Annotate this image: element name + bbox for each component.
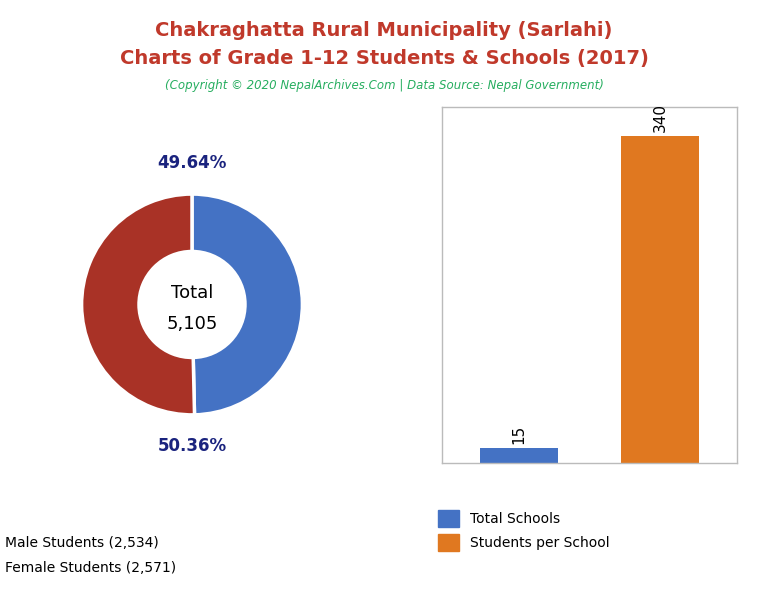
Text: Chakraghatta Rural Municipality (Sarlahi): Chakraghatta Rural Municipality (Sarlahi…	[155, 21, 613, 40]
Text: 340: 340	[652, 103, 667, 133]
Legend: Male Students (2,534), Female Students (2,571): Male Students (2,534), Female Students (…	[0, 530, 180, 580]
Wedge shape	[192, 194, 303, 415]
Text: (Copyright © 2020 NepalArchives.Com | Data Source: Nepal Government): (Copyright © 2020 NepalArchives.Com | Da…	[164, 79, 604, 92]
Text: 49.64%: 49.64%	[157, 154, 227, 172]
Legend: Total Schools, Students per School: Total Schools, Students per School	[434, 506, 614, 555]
Text: Charts of Grade 1-12 Students & Schools (2017): Charts of Grade 1-12 Students & Schools …	[120, 49, 648, 68]
Text: 50.36%: 50.36%	[157, 437, 227, 455]
Text: 15: 15	[511, 425, 527, 444]
Text: Total: Total	[170, 284, 214, 303]
Bar	[480, 448, 558, 463]
Text: 5,105: 5,105	[167, 315, 217, 333]
Bar	[621, 136, 699, 463]
Wedge shape	[81, 194, 194, 415]
